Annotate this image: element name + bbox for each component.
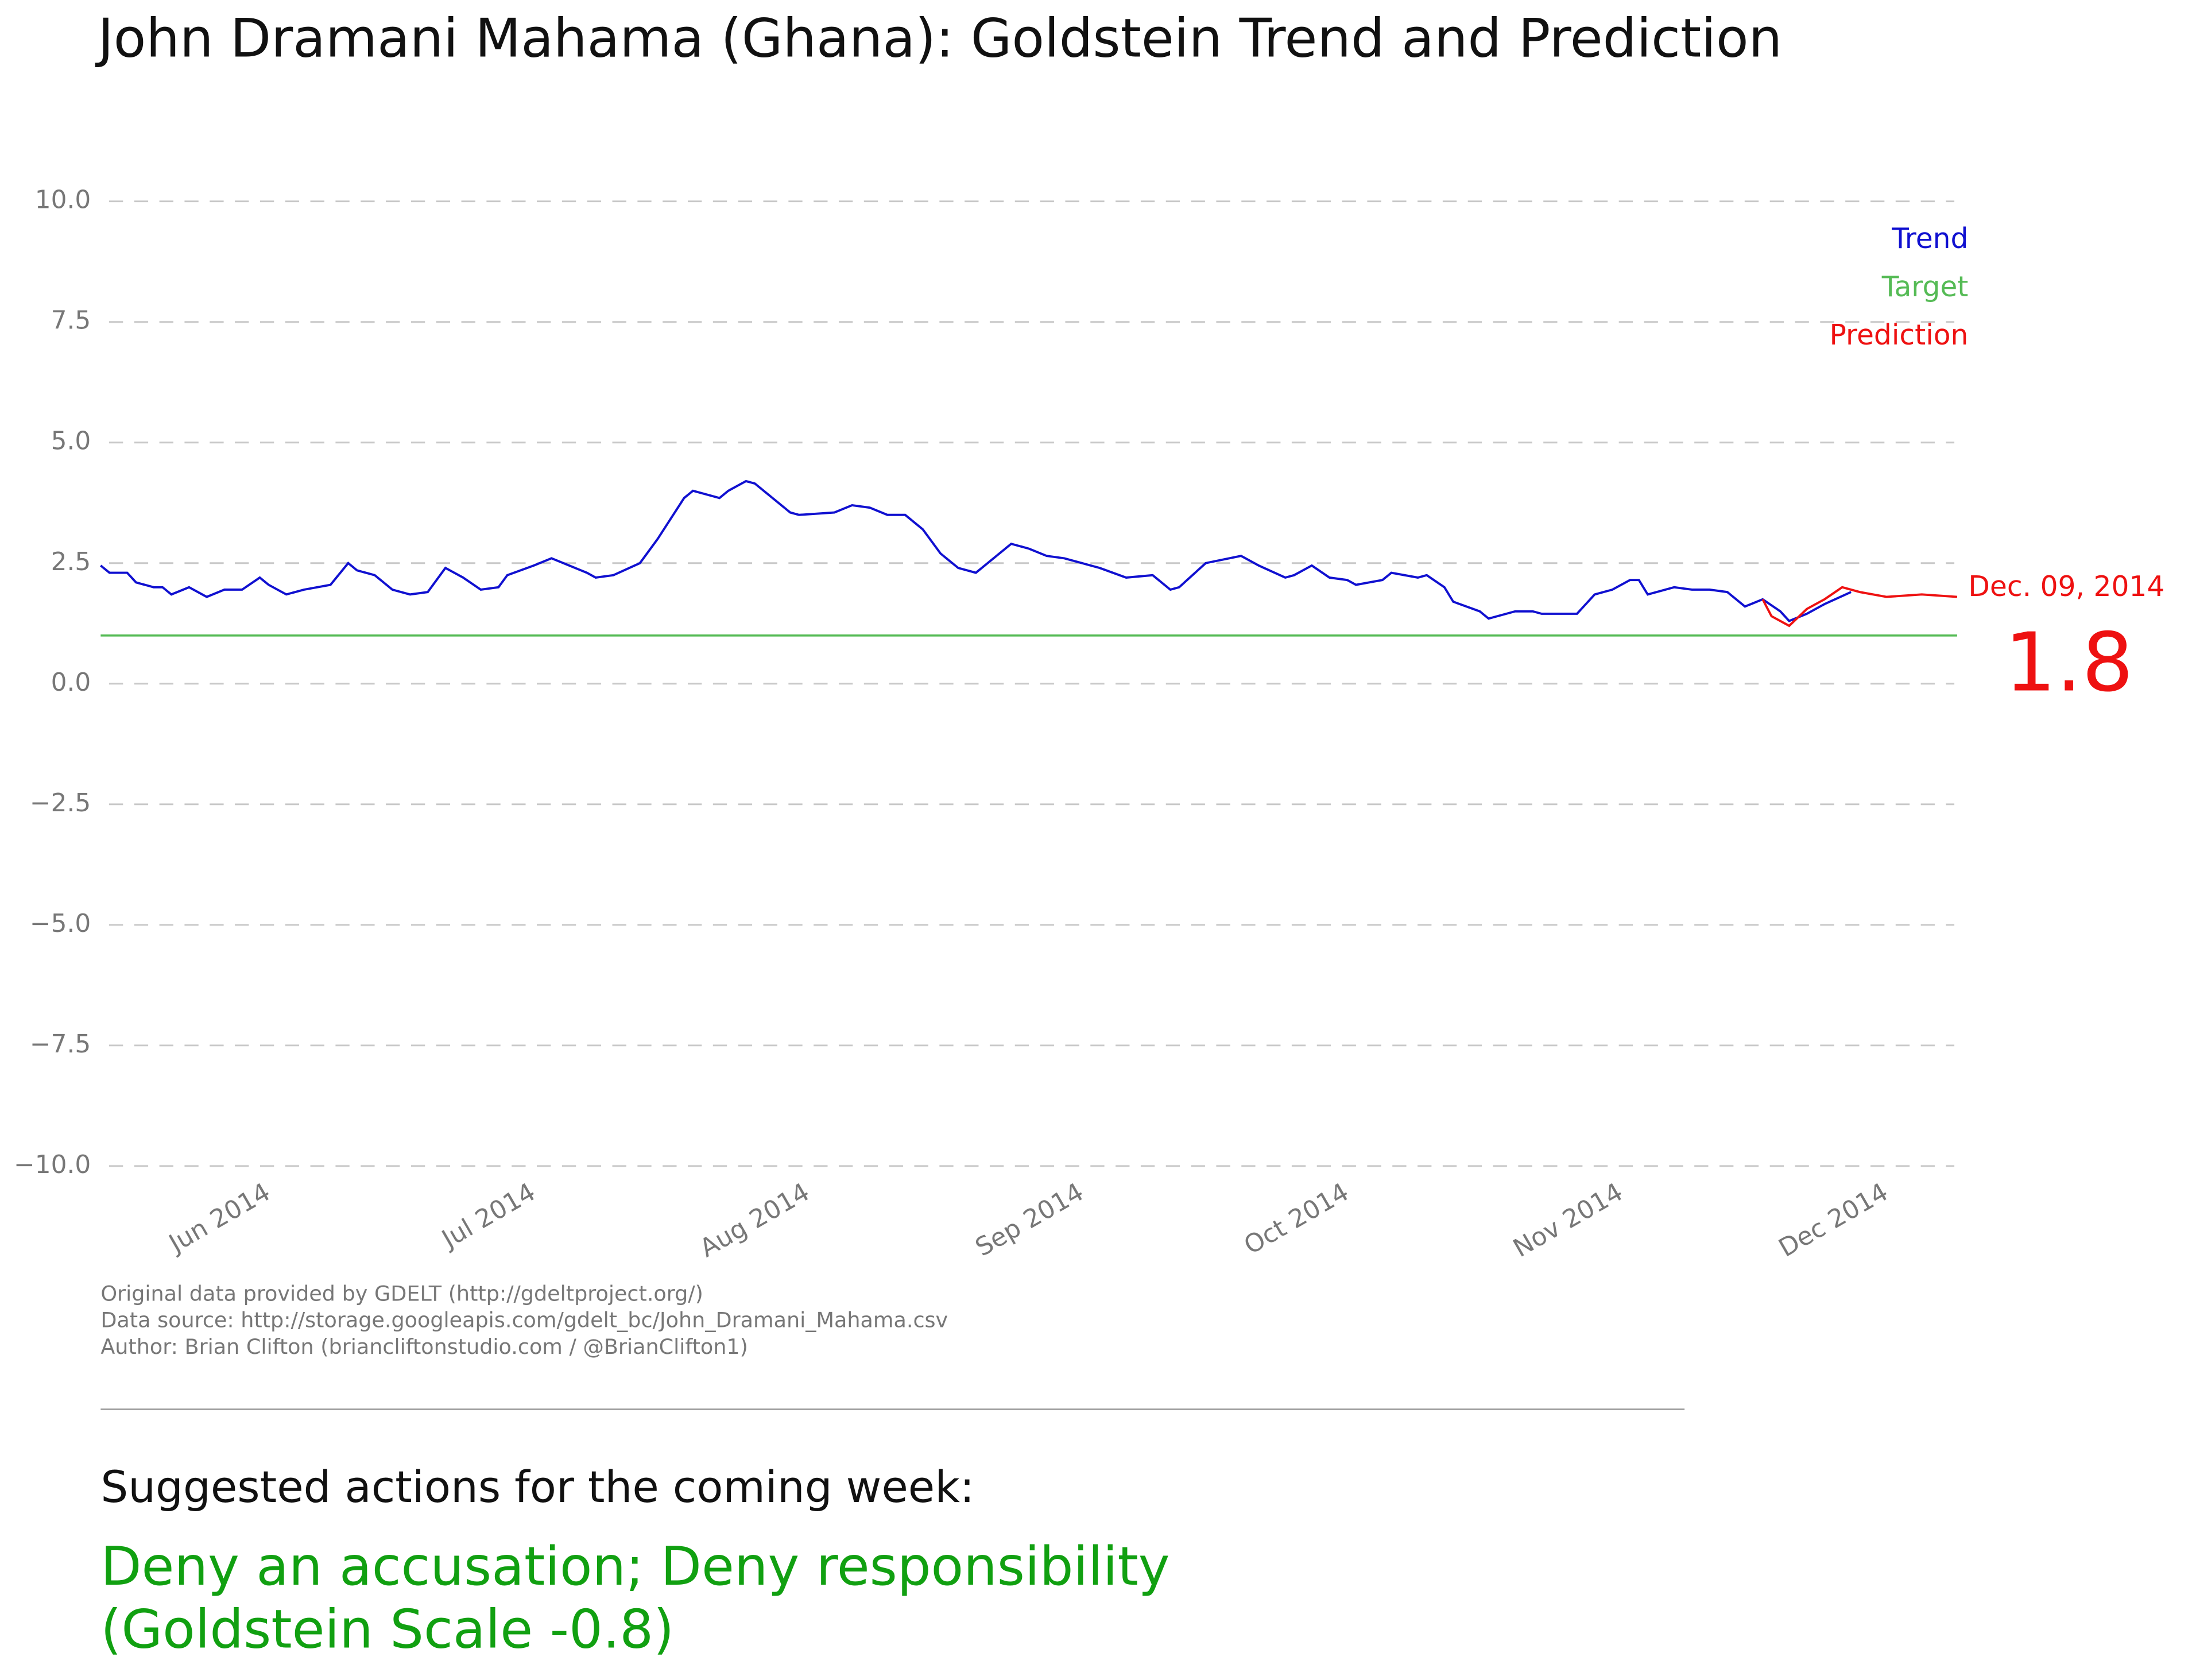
y-tick-label: −5.0 — [30, 909, 91, 938]
line-series — [100, 479, 1852, 622]
footer-line: Data source: http://storage.googleapis.c… — [100, 1308, 948, 1333]
x-tick-label: Aug 2014 — [695, 1177, 814, 1263]
x-tick-label: Jun 2014 — [162, 1177, 275, 1259]
annotation: Dec. 09, 2014 — [1968, 571, 2164, 603]
x-tick-label: Dec 2014 — [1774, 1177, 1893, 1263]
chart-title: John Dramani Mahama (Ghana): Goldstein T… — [95, 7, 1782, 69]
legend-entry: Target — [1881, 271, 1969, 303]
x-tick-label: Sep 2014 — [970, 1177, 1089, 1262]
x-tick-label: Nov 2014 — [1508, 1177, 1628, 1263]
y-tick-label: 0.0 — [51, 668, 91, 697]
action-text: (Goldstein Scale -0.8) — [100, 1598, 674, 1660]
y-tick-label: 2.5 — [51, 547, 91, 576]
x-tick-label: Jul 2014 — [436, 1177, 541, 1255]
value-label: 1.8 — [2004, 616, 2133, 710]
y-tick-label: −2.5 — [30, 788, 91, 818]
legend-entry: Trend — [1891, 223, 1968, 255]
footer-line: Author: Brian Clifton (briancliftonstudi… — [100, 1334, 748, 1359]
footer-line: Original data provided by GDELT (http://… — [100, 1281, 703, 1306]
line-series — [1761, 586, 1958, 628]
x-tick-label: Oct 2014 — [1239, 1177, 1354, 1260]
y-tick-label: −10.0 — [14, 1150, 91, 1179]
y-tick-label: 10.0 — [35, 185, 91, 215]
y-tick-label: −7.5 — [30, 1029, 91, 1059]
y-tick-label: 5.0 — [51, 427, 91, 456]
actions-heading: Suggested actions for the coming week: — [100, 1462, 974, 1512]
action-text: Deny an accusation; Deny responsibility — [100, 1535, 1169, 1597]
y-tick-label: 7.5 — [51, 306, 91, 335]
legend-entry: Prediction — [1830, 319, 1969, 351]
